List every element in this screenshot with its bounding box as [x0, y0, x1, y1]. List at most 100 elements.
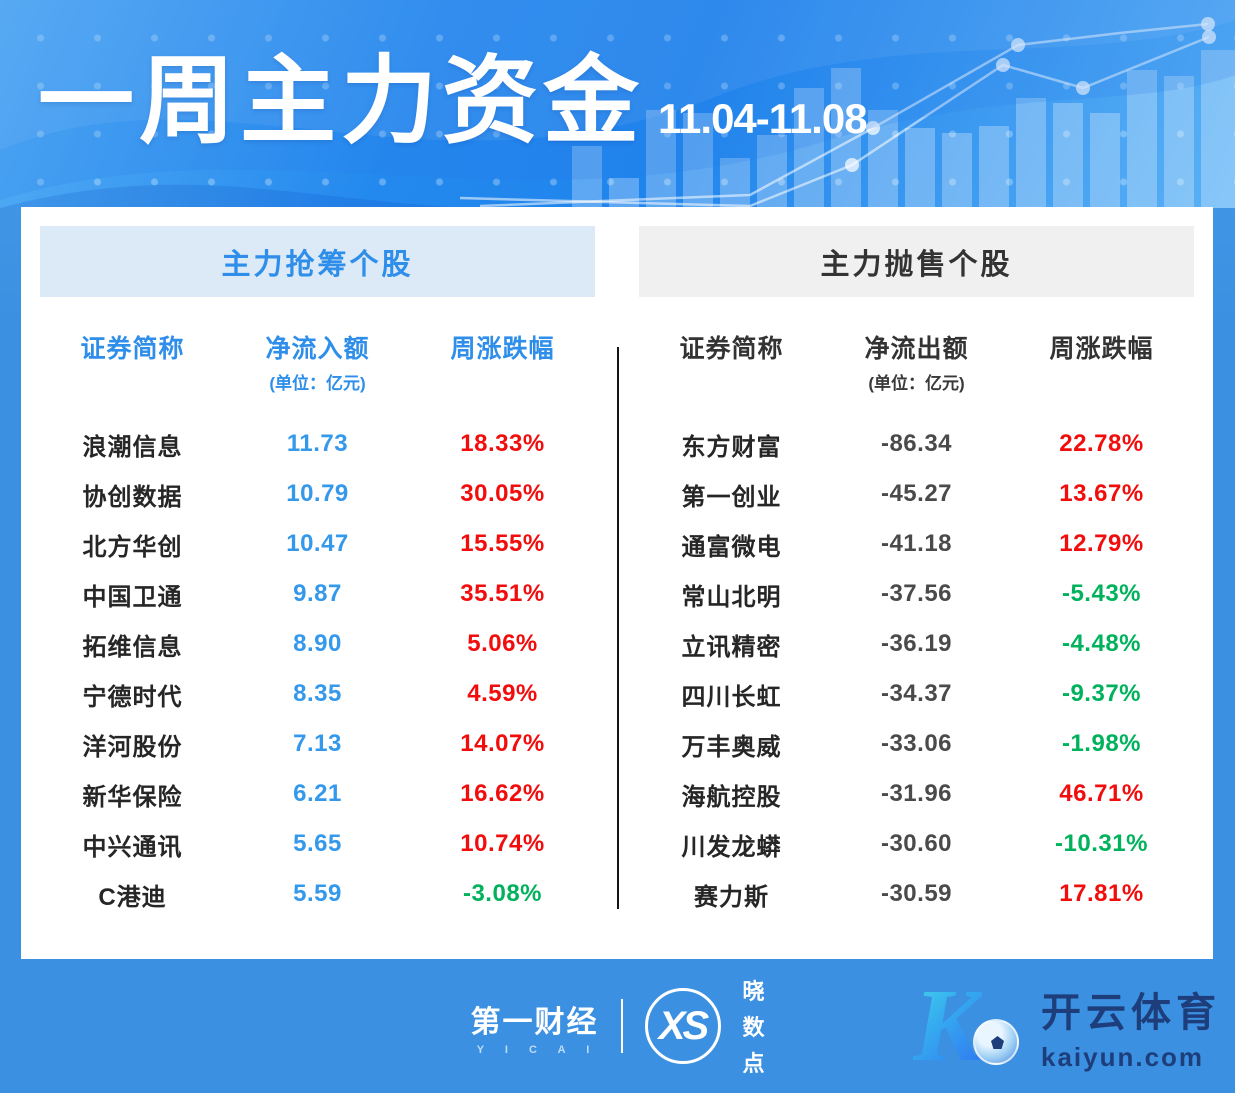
inflow-table-title: 主力抢筹个股	[40, 226, 595, 297]
kaiyun-domain: kaiyun.com	[1041, 1041, 1205, 1072]
amount-cell: -86.34	[880, 430, 953, 457]
table-row: 四川长虹 -34.37 -9.37%	[639, 669, 1194, 719]
outflow-rows: 东方财富 -86.34 22.78% 第一创业 -45.27 13.67% 通富微电 -41.…	[639, 419, 1194, 919]
stock-name: 第一创业	[681, 483, 782, 511]
xs-label-char: 晓	[742, 979, 765, 1004]
wave-decoration	[0, 0, 1235, 208]
stock-name: 立讯精密	[681, 633, 782, 661]
stock-name: 川发龙蟒	[681, 833, 782, 861]
change-cell: 5.06%	[467, 630, 538, 657]
table-row: C港迪 5.59 -3.08%	[40, 869, 595, 919]
stock-name: 万丰奥威	[681, 733, 782, 761]
table-row: 海航控股 -31.96 46.71%	[639, 769, 1194, 819]
stock-name: 浪潮信息	[82, 433, 183, 461]
table-row: 中兴通讯 5.65 10.74%	[40, 819, 595, 869]
decor-line-dots	[845, 17, 1216, 172]
col-header-name: 证券简称	[679, 335, 784, 363]
table-row: 宁德时代 8.35 4.59%	[40, 669, 595, 719]
stock-name: 协创数据	[82, 483, 183, 511]
table-row: 万丰奥威 -33.06 -1.98%	[639, 719, 1194, 769]
amount-cell: -41.18	[880, 530, 953, 557]
outflow-unit-line: (单位：亿元)	[639, 369, 1194, 394]
col-header-change: 周涨跌幅	[450, 335, 555, 363]
unit-label: (单位：亿元)	[269, 374, 366, 393]
change-cell: -3.08%	[462, 880, 543, 907]
xiaoshudian-label: 晓数点	[742, 974, 764, 1078]
table-row: 川发龙蟒 -30.60 -10.31%	[639, 819, 1194, 869]
amount-cell: -36.19	[880, 630, 953, 657]
table-row: 新华保险 6.21 16.62%	[40, 769, 595, 819]
stock-name: 中国卫通	[82, 583, 183, 611]
tables-card: 主力抢筹个股 证券简称 净流入额 周涨跌幅 (单位：亿元) 浪潮信息 11.73 1…	[21, 207, 1213, 959]
change-cell: 17.81%	[1059, 880, 1144, 907]
col-header-amount: 净流入额	[265, 335, 370, 363]
col-header-amount: 净流出额	[864, 335, 969, 363]
amount-cell: -33.06	[880, 730, 953, 757]
change-cell: 30.05%	[460, 480, 545, 507]
amount-cell: -45.27	[880, 480, 953, 507]
table-row: 北方华创 10.47 15.55%	[40, 519, 595, 569]
change-cell: 13.67%	[1059, 480, 1144, 507]
stock-name: 拓维信息	[82, 633, 183, 661]
change-cell: 4.59%	[467, 680, 538, 707]
table-row: 立讯精密 -36.19 -4.48%	[639, 619, 1194, 669]
table-row: 东方财富 -86.34 22.78%	[639, 419, 1194, 469]
change-cell: -10.31%	[1055, 830, 1148, 857]
inflow-rows: 浪潮信息 11.73 18.33% 协创数据 10.79 30.05% 北方华创 10.47 1…	[40, 419, 595, 919]
amount-cell: 10.79	[286, 480, 349, 507]
inflow-table: 主力抢筹个股 证券简称 净流入额 周涨跌幅 (单位：亿元) 浪潮信息 11.73 1…	[40, 207, 595, 959]
publisher-logos: 第一财经 Y I C A I XS 晓数点	[470, 974, 764, 1078]
change-cell: 18.33%	[460, 430, 545, 457]
k-glyph: K	[913, 968, 983, 1083]
footer-bar: 第一财经 Y I C A I XS 晓数点 K 开云体育 kaiyun.com	[0, 959, 1235, 1093]
stock-name: 北方华创	[82, 533, 183, 561]
amount-cell: 8.90	[293, 630, 342, 657]
stock-name: 海航控股	[681, 783, 782, 811]
stock-name: C港迪	[98, 883, 167, 911]
col-header-change: 周涨跌幅	[1049, 335, 1154, 363]
change-cell: -9.37%	[1061, 680, 1142, 707]
amount-cell: 11.73	[286, 430, 349, 457]
xs-label-char: 数	[742, 1015, 765, 1040]
change-cell: 22.78%	[1059, 430, 1144, 457]
amount-cell: 5.59	[293, 880, 342, 907]
amount-cell: -37.56	[880, 580, 953, 607]
amount-cell: 7.13	[293, 730, 342, 757]
outflow-column-headers: 证券简称 净流出额 周涨跌幅	[639, 329, 1194, 365]
xs-monogram: XS	[658, 1003, 709, 1048]
change-cell: 46.71%	[1059, 780, 1144, 807]
table-row: 协创数据 10.79 30.05%	[40, 469, 595, 519]
stock-name: 洋河股份	[82, 733, 183, 761]
header-banner: 一周主力资金 11.04-11.08	[0, 0, 1235, 208]
page-title: 一周主力资金	[38, 48, 644, 155]
amount-cell: -30.60	[880, 830, 953, 857]
stock-name: 赛力斯	[694, 883, 769, 911]
kaiyun-name: 开云体育	[1041, 990, 1221, 1035]
inflow-column-headers: 证券简称 净流入额 周涨跌幅	[40, 329, 595, 365]
table-row: 中国卫通 9.87 35.51%	[40, 569, 595, 619]
amount-cell: 10.47	[286, 530, 349, 557]
table-row: 拓维信息 8.90 5.06%	[40, 619, 595, 669]
soccer-ball-icon	[973, 1019, 1019, 1065]
stock-name: 常山北明	[681, 583, 782, 611]
table-row: 通富微电 -41.18 12.79%	[639, 519, 1194, 569]
change-cell: 15.55%	[460, 530, 545, 557]
amount-cell: -34.37	[880, 680, 953, 707]
change-cell: 35.51%	[460, 580, 545, 607]
change-cell: -5.43%	[1061, 580, 1142, 607]
outflow-table-title: 主力抛售个股	[639, 226, 1194, 297]
trend-chart-decoration	[459, 17, 1235, 208]
change-cell: -1.98%	[1061, 730, 1142, 757]
kaiyun-k-icon: K	[913, 971, 1033, 1081]
outflow-table: 主力抛售个股 证券简称 净流出额 周涨跌幅 (单位：亿元) 东方财富 -86.34…	[639, 207, 1194, 959]
change-cell: -4.48%	[1061, 630, 1142, 657]
stock-name: 通富微电	[681, 533, 782, 561]
table-row: 第一创业 -45.27 13.67%	[639, 469, 1194, 519]
stock-name: 宁德时代	[82, 683, 183, 711]
amount-cell: 6.21	[293, 780, 342, 807]
table-row: 赛力斯 -30.59 17.81%	[639, 869, 1194, 919]
decor-bars	[572, 50, 1235, 208]
amount-cell: -30.59	[880, 880, 953, 907]
table-row: 洋河股份 7.13 14.07%	[40, 719, 595, 769]
date-range: 11.04-11.08	[658, 94, 868, 142]
